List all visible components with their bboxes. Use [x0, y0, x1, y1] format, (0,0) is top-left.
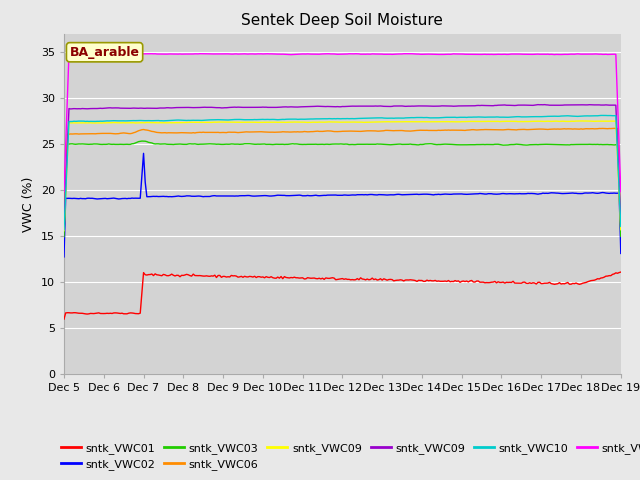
Title: Sentek Deep Soil Moisture: Sentek Deep Soil Moisture: [241, 13, 444, 28]
Text: BA_arable: BA_arable: [70, 46, 140, 59]
Y-axis label: VWC (%): VWC (%): [22, 176, 35, 232]
Legend: sntk_VWC01, sntk_VWC02, sntk_VWC03, sntk_VWC06, sntk_VWC09, sntk_VWC09, sntk_VWC: sntk_VWC01, sntk_VWC02, sntk_VWC03, sntk…: [57, 438, 640, 474]
